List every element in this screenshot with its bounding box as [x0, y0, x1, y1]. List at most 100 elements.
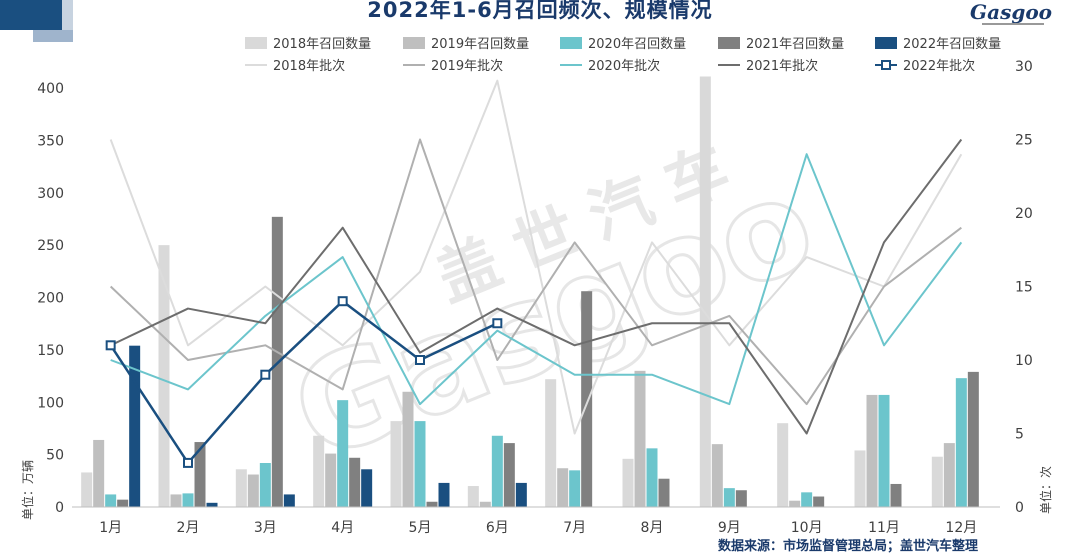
bar-2019年召回数量 [789, 500, 801, 507]
bar-2019年召回数量 [325, 453, 337, 507]
x-tick-label: 3月 [254, 520, 277, 536]
gasgoo-logo: Gasgoo [970, 0, 1052, 24]
line-marker [492, 318, 503, 329]
bar-2019年召回数量 [711, 444, 723, 507]
legend-label: 2018年召回数量 [273, 37, 371, 52]
bar-2020年召回数量 [105, 494, 117, 507]
x-tick-label: 6月 [486, 520, 509, 536]
bar-2019年召回数量 [479, 501, 491, 507]
x-tick-label: 2月 [177, 520, 200, 536]
y-right-axis-label: 单位：次 [1038, 466, 1053, 514]
bar-2021年召回数量 [194, 442, 206, 507]
bar-2022年召回数量 [438, 482, 450, 507]
line-marker [183, 457, 193, 468]
legend-swatch-bar [718, 37, 740, 49]
legend-label: 2019年召回数量 [431, 37, 529, 52]
y-right-tick-label: 25 [1015, 133, 1033, 149]
legend-marker [881, 60, 891, 70]
x-tick-label: 10月 [791, 520, 823, 536]
legend-label: 2022年召回数量 [903, 37, 1001, 52]
line-marker [337, 296, 348, 307]
x-tick-label: 4月 [331, 520, 354, 536]
bar-2022年召回数量 [515, 482, 527, 507]
bar-2021年召回数量 [117, 499, 129, 507]
bar-2022年召回数量 [361, 469, 373, 507]
axes: 0 50 100 150 200 250 300 350 400 0 5 10 15 20 25 30 1月 2月… [20, 59, 1053, 536]
bar-2021年召回数量 [581, 291, 593, 507]
line-layer [105, 79, 963, 468]
legend: 2018年召回数量 2019年召回数量 2020年召回数量 2021年召回数量 2022… [245, 37, 1001, 74]
x-tick-label: 9月 [718, 520, 741, 536]
bar-2018年召回数量 [81, 472, 93, 507]
bar-2018年召回数量 [467, 486, 479, 507]
bar-2019年召回数量 [402, 391, 414, 507]
line-2022年批次 [109, 299, 498, 465]
y-left-tick-label: 350 [37, 133, 64, 149]
line-2018年批次 [109, 79, 963, 435]
chart-title: 2022年1-6月召回频次、规模情况 [367, 0, 713, 22]
line-marker [260, 369, 271, 380]
bar-2019年召回数量 [634, 370, 646, 507]
legend-label: 2019年批次 [431, 58, 503, 74]
bar-2018年召回数量 [931, 456, 943, 507]
legend-label: 2021年召回数量 [746, 37, 844, 52]
bar-2018年召回数量 [699, 76, 711, 507]
legend-label: 2021年批次 [746, 58, 818, 74]
legend-label: 2020年召回数量 [588, 37, 686, 52]
bar-2020年召回数量 [801, 492, 813, 507]
bar-2018年召回数量 [158, 245, 170, 507]
y-left-tick-label: 300 [37, 186, 64, 202]
bar-2018年召回数量 [622, 458, 634, 507]
bar-2022年召回数量 [129, 345, 141, 507]
x-tick-label: 7月 [563, 520, 586, 536]
x-tick-label: 5月 [409, 520, 432, 536]
bar-2020年召回数量 [259, 463, 271, 507]
logo-underline [982, 23, 1044, 25]
bar-2018年召回数量 [545, 379, 557, 507]
bar-2021年召回数量 [890, 483, 902, 507]
bar-2022年召回数量 [206, 502, 218, 507]
legend-swatch-bar [875, 37, 897, 49]
bar-2021年召回数量 [658, 478, 670, 507]
legend-swatch-bar [245, 37, 267, 49]
line-2021年批次 [110, 138, 963, 435]
bar-2018年召回数量 [390, 421, 402, 507]
bar-2019年召回数量 [866, 394, 878, 507]
y-right-tick-label: 0 [1015, 500, 1024, 516]
bar-2021年召回数量 [503, 443, 515, 507]
line-2019年批次 [109, 138, 962, 406]
bar-2021年召回数量 [813, 496, 825, 507]
legend-swatch-bar [560, 37, 582, 49]
legend-label: 2020年批次 [588, 58, 660, 74]
line-marker [415, 355, 425, 365]
legend-swatch-bar [403, 37, 425, 49]
bar-2021年召回数量 [735, 490, 747, 507]
y-left-tick-label: 0 [55, 500, 64, 516]
bar-2018年召回数量 [854, 450, 866, 507]
bar-2019年召回数量 [943, 443, 955, 507]
bar-2020年召回数量 [569, 470, 581, 507]
bar-2020年召回数量 [646, 448, 658, 507]
bar-2020年召回数量 [723, 488, 735, 507]
y-right-tick-label: 15 [1015, 280, 1033, 296]
bar-2018年召回数量 [313, 435, 325, 507]
y-right-tick-label: 20 [1015, 206, 1033, 222]
legend-label: 2022年批次 [903, 58, 975, 74]
data-source-note: 数据来源：市场监督管理总局；盖世汽车整理 [718, 539, 979, 554]
bar-2019年召回数量 [170, 494, 182, 507]
bar-2020年召回数量 [337, 400, 349, 507]
bar-2018年召回数量 [777, 423, 789, 507]
bar-2019年召回数量 [557, 468, 569, 507]
x-tick-label: 11月 [868, 520, 900, 536]
bar-2020年召回数量 [182, 493, 194, 507]
y-left-tick-label: 200 [37, 291, 64, 307]
line-marker [105, 340, 116, 351]
y-right-tick-label: 30 [1015, 59, 1033, 75]
bar-2020年召回数量 [878, 394, 890, 507]
bar-2021年召回数量 [426, 501, 438, 507]
y-left-tick-label: 250 [37, 238, 64, 254]
bar-2020年召回数量 [414, 421, 426, 507]
y-right-tick-label: 5 [1015, 427, 1024, 443]
corner-decoration [0, 0, 73, 42]
line-2020年批次 [110, 153, 963, 406]
